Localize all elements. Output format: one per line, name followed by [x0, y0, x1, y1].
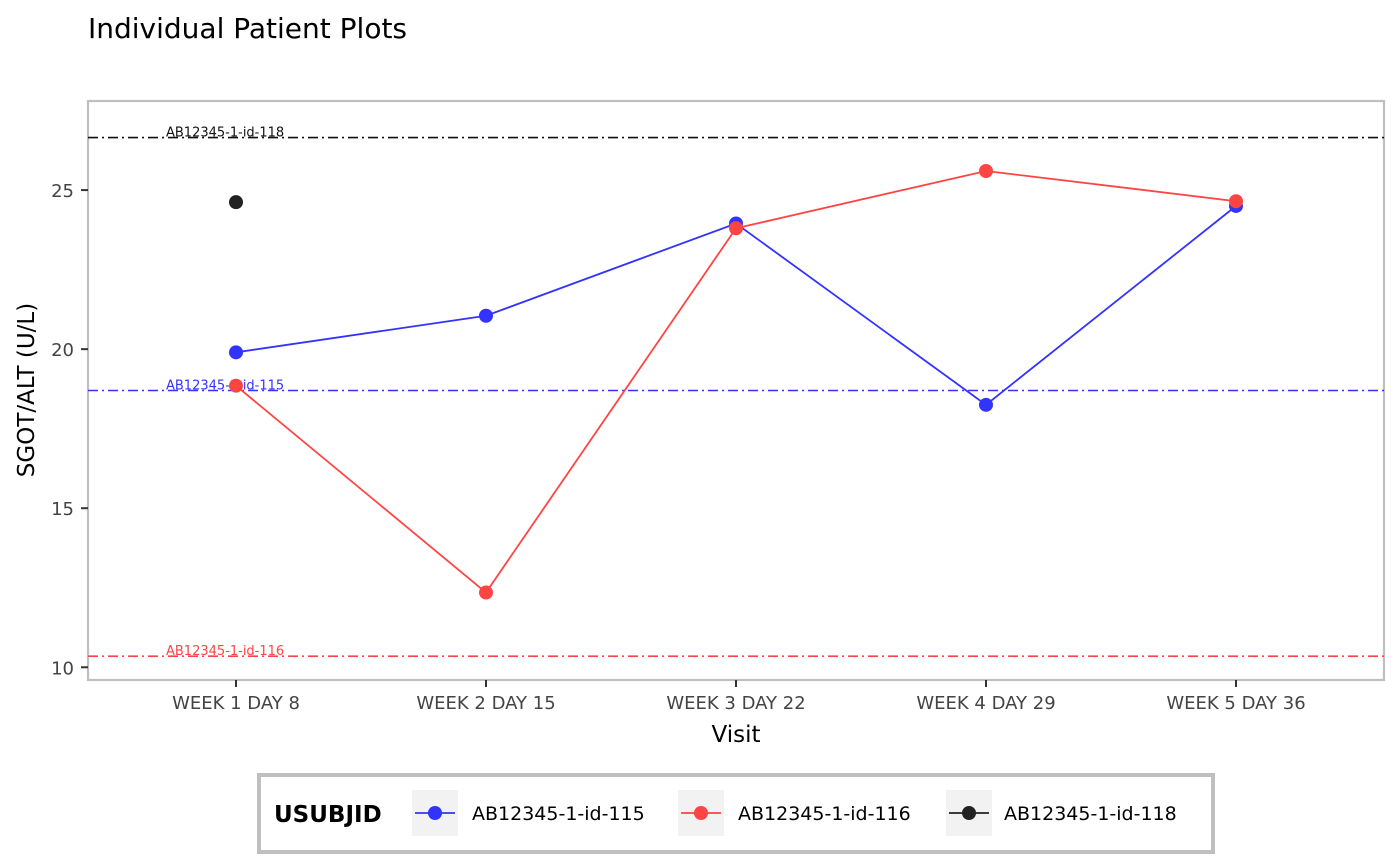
series-ab12345-1-id-116 [229, 163, 1243, 600]
data-point [479, 585, 493, 600]
legend-title: USUBJID [274, 802, 382, 828]
data-point [729, 221, 743, 236]
legend-entry-label: AB12345-1-id-115 [472, 803, 645, 825]
series-ab12345-1-id-118 [229, 195, 243, 210]
x-tick-label: WEEK 4 DAY 29 [916, 693, 1055, 714]
legend: USUBJID AB12345-1-id-115 AB12345-1-id-116… [257, 773, 1215, 854]
legend-entry-ab12345-1-id-118: AB12345-1-id-118 [946, 790, 1177, 836]
y-tick-label: 10 [51, 658, 74, 679]
legend-entry-ab12345-1-id-115: AB12345-1-id-115 [412, 790, 645, 836]
legend-key-point [428, 806, 442, 820]
data-point [979, 397, 993, 412]
y-tick-label: 15 [51, 499, 74, 520]
x-tick-label: WEEK 2 DAY 15 [416, 693, 555, 714]
series-layer [229, 163, 1243, 600]
legend-entry-label: AB12345-1-id-116 [738, 803, 911, 825]
x-axis-label: Visit [711, 722, 760, 748]
data-point [979, 163, 993, 178]
legend-items: AB12345-1-id-115 AB12345-1-id-116 AB12345-… [412, 790, 1177, 836]
reference-line-label: AB12345-1-id-118 [166, 126, 284, 141]
reference-line-label: AB12345-1-id-115 [166, 379, 284, 394]
chart-title: Individual Patient Plots [88, 12, 407, 45]
legend-entry-ab12345-1-id-116: AB12345-1-id-116 [678, 790, 911, 836]
data-point [1229, 194, 1243, 209]
series-line [235, 205, 1237, 406]
x-tick-label: WEEK 5 DAY 36 [1166, 693, 1305, 714]
legend-key-point [694, 806, 708, 820]
data-point [479, 308, 493, 323]
x-tick-label: WEEK 1 DAY 8 [172, 693, 300, 714]
x-tick-label: WEEK 3 DAY 22 [666, 693, 805, 714]
y-tick-label: 20 [51, 340, 74, 361]
y-tick-label: 25 [51, 181, 74, 202]
data-point [229, 378, 243, 393]
data-point [229, 195, 243, 210]
y-axis-label: SGOT/ALT (U/L) [14, 303, 40, 477]
reference-lines: AB12345-1-id-118 AB12345-1-id-115 AB12345-… [88, 126, 1384, 659]
data-point [229, 345, 243, 360]
legend-entry-label: AB12345-1-id-118 [1004, 803, 1177, 825]
axes: 10 15 20 25 WEEK 1 DAY 8 WEEK 2 DAY 15 WEEK 3 … [51, 181, 1306, 714]
reference-line-label: AB12345-1-id-116 [166, 644, 284, 659]
legend-key-point [962, 806, 976, 820]
